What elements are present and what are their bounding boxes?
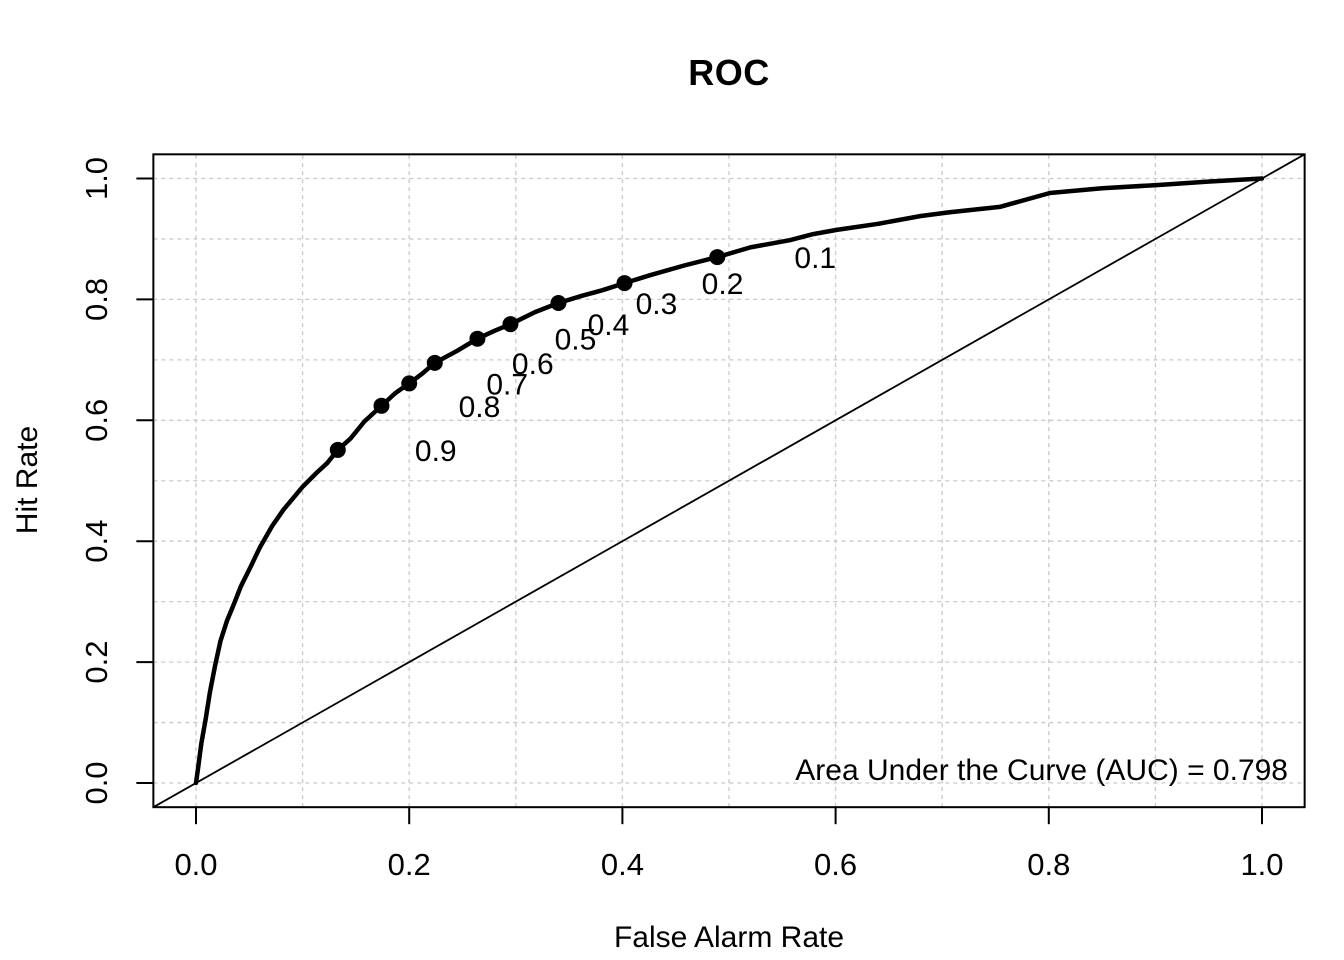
y-tick-label: 0.4	[79, 520, 114, 563]
threshold-point	[550, 295, 567, 312]
y-tick-label: 0.6	[79, 399, 114, 442]
threshold-label: 0.6	[512, 348, 554, 381]
x-tick-label: 1.0	[1240, 847, 1283, 882]
threshold-label: 0.1	[794, 242, 836, 275]
threshold-point	[709, 249, 726, 266]
plot-border	[152, 153, 1306, 809]
x-tick-label: 0.0	[174, 847, 217, 882]
x-tick-label: 0.4	[601, 847, 644, 882]
threshold-label: 0.2	[702, 268, 744, 301]
threshold-point	[329, 441, 346, 458]
y-tick-label: 1.0	[79, 157, 114, 200]
threshold-point	[502, 316, 519, 333]
threshold-label: 0.3	[636, 288, 678, 321]
threshold-label: 0.4	[588, 309, 630, 342]
threshold-label: 0.8	[459, 391, 501, 424]
x-tick-label: 0.2	[388, 847, 431, 882]
threshold-point	[469, 330, 486, 347]
threshold-label: 0.7	[486, 368, 528, 401]
threshold-label: 0.9	[415, 435, 457, 468]
threshold-point	[401, 375, 418, 392]
y-tick-label: 0.0	[79, 761, 114, 804]
threshold-label: 0.5	[555, 324, 597, 357]
threshold-point	[373, 397, 390, 414]
chance-diagonal-line	[152, 153, 1306, 808]
x-tick-label: 0.6	[814, 847, 857, 882]
threshold-point	[426, 354, 443, 371]
y-tick-label: 0.8	[79, 278, 114, 321]
x-tick-label: 0.8	[1027, 847, 1070, 882]
threshold-point	[616, 275, 633, 292]
y-tick-label: 0.2	[79, 641, 114, 684]
